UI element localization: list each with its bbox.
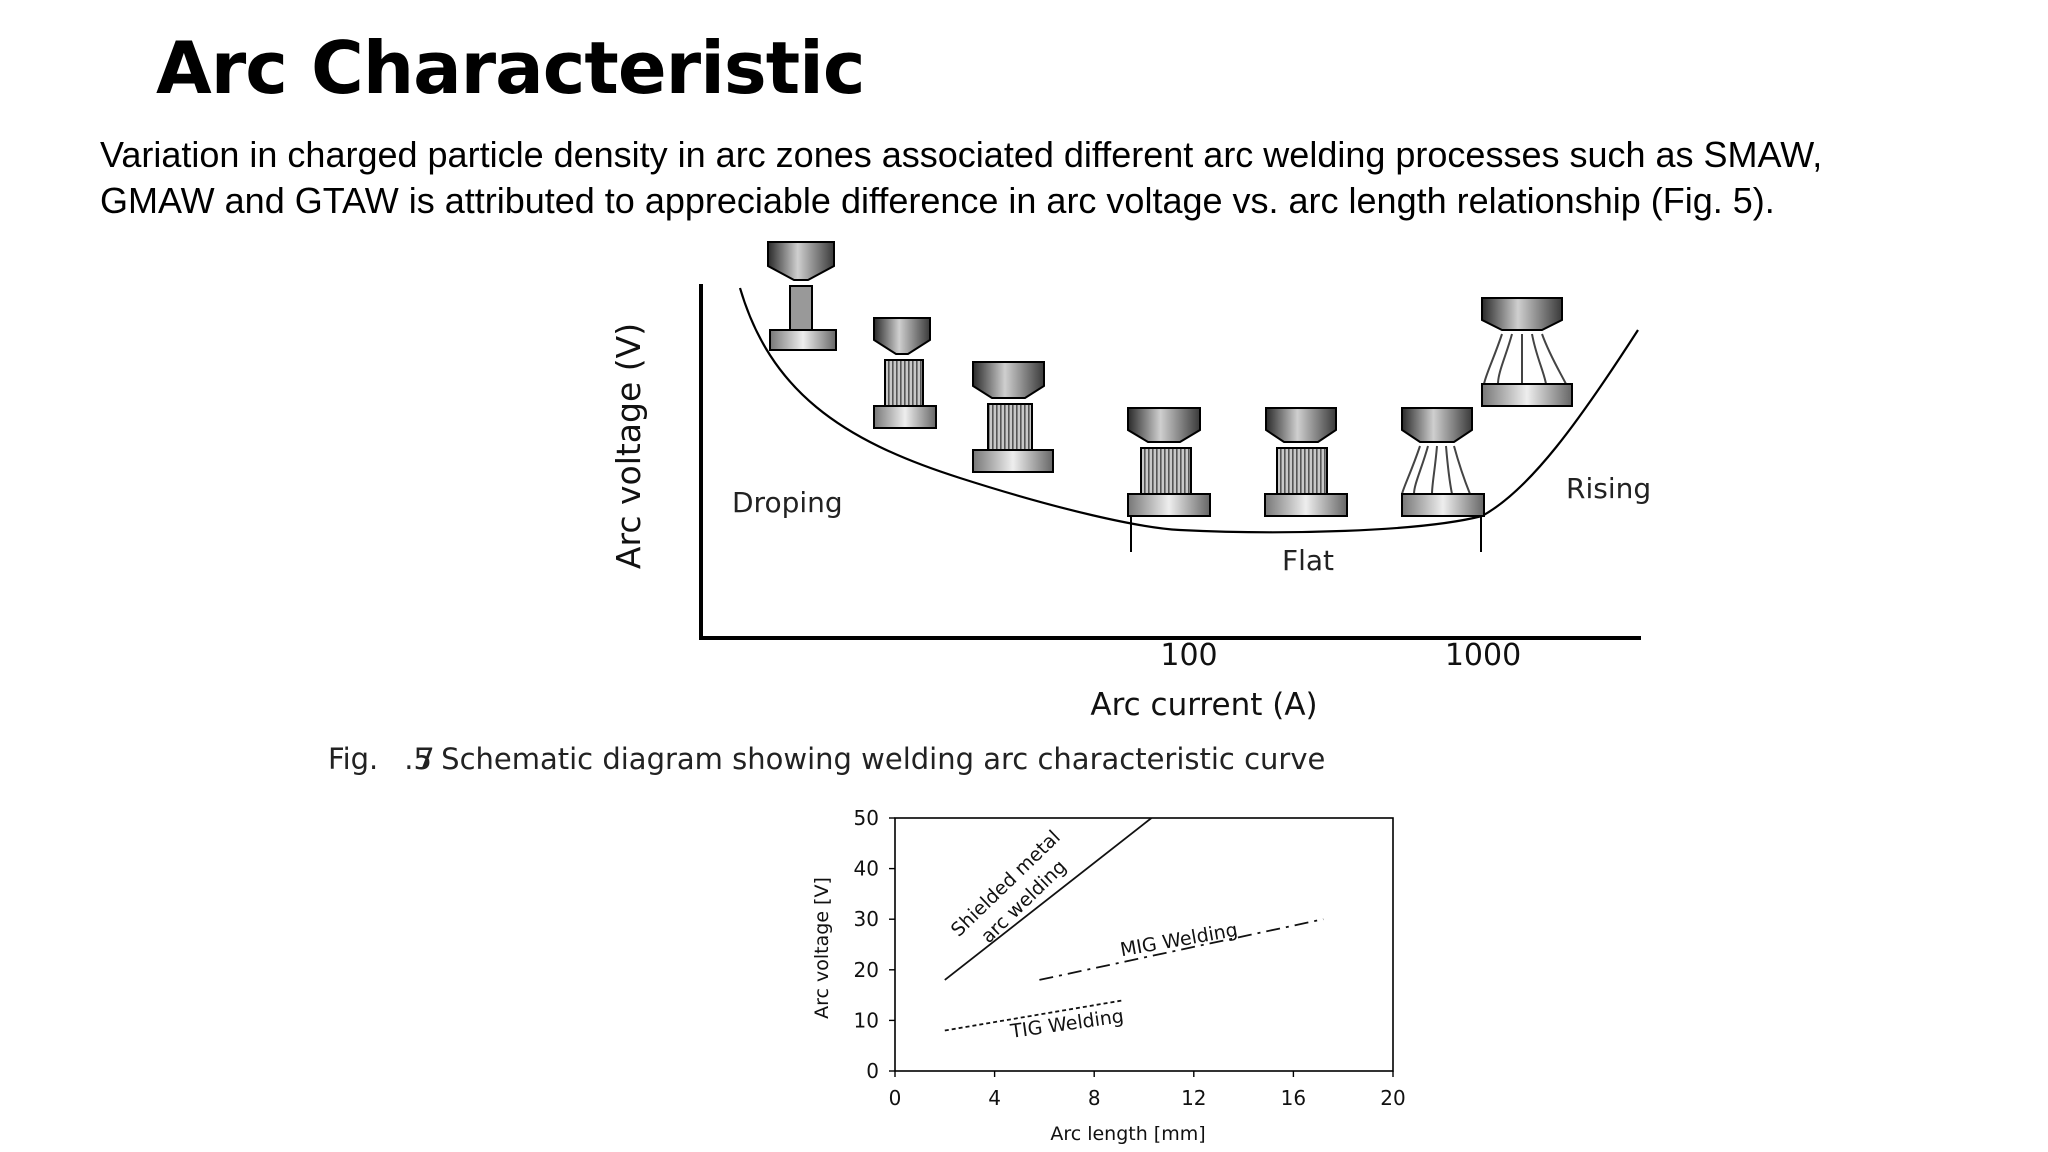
- caption-prefix: Fig.: [328, 742, 379, 776]
- x-tick-label: 16: [1281, 1086, 1306, 1110]
- chart-x-axis-label: Arc length [mm]: [1050, 1123, 1205, 1145]
- caption-overlay: 7: [416, 742, 435, 776]
- y-tick-label: 10: [854, 1008, 879, 1032]
- y-tick-label: 20: [854, 958, 879, 982]
- series-line: [1039, 918, 1324, 981]
- x-tick-label: 20: [1380, 1086, 1405, 1110]
- paragraph-line: Variation in charged particle density in…: [100, 134, 1823, 175]
- slide-title: Arc Characteristic: [156, 26, 866, 110]
- electrode-illustration: [972, 361, 1054, 473]
- region-label-rising: Rising: [1566, 472, 1651, 505]
- region-label-flat: Flat: [1282, 544, 1334, 577]
- x-tick-label: 0: [889, 1086, 902, 1110]
- paragraph-line: GMAW and GTAW is attributed to appreciab…: [100, 180, 1775, 221]
- y-tick-label: 0: [866, 1059, 879, 1083]
- x-tick-label: 4: [988, 1086, 1001, 1110]
- series-label: TIG Welding: [1008, 1005, 1125, 1043]
- series-line: [944, 817, 1153, 981]
- characteristic-curve: [738, 287, 1639, 534]
- figure-caption: Fig. .5 7 Schematic diagram showing weldin…: [328, 742, 1325, 776]
- y-tick-label: 40: [854, 857, 879, 881]
- chart-y-axis-label: Arc voltage [V]: [811, 877, 833, 1019]
- x-axis-label: Arc current (A): [1090, 687, 1317, 723]
- caption-text: Schematic diagram showing welding arc ch…: [441, 742, 1326, 776]
- plot-frame: [894, 817, 1394, 1072]
- series-label: MIG Welding: [1119, 919, 1240, 961]
- series-line: [944, 999, 1125, 1032]
- y-axis-label: Arc voltage (V): [609, 323, 648, 569]
- electrode-illustration: [1481, 297, 1573, 407]
- tick-label: 100: [1160, 638, 1217, 673]
- caption-number: .5 7: [404, 742, 435, 776]
- electrode-illustration: [873, 317, 937, 429]
- tick-label: 1000: [1445, 638, 1521, 673]
- electrode-illustration: [1127, 407, 1211, 517]
- region-label-dropping: Droping: [732, 486, 843, 519]
- electrode-illustration: [767, 241, 837, 351]
- electrode-illustration: [1401, 407, 1485, 517]
- x-tick-label: 8: [1088, 1086, 1101, 1110]
- electrode-illustration: [1264, 407, 1348, 517]
- x-tick-label: 12: [1181, 1086, 1206, 1110]
- slide-paragraph: Variation in charged particle density in…: [100, 132, 1980, 224]
- y-tick-label: 30: [854, 907, 879, 931]
- y-tick-label: 50: [854, 806, 879, 830]
